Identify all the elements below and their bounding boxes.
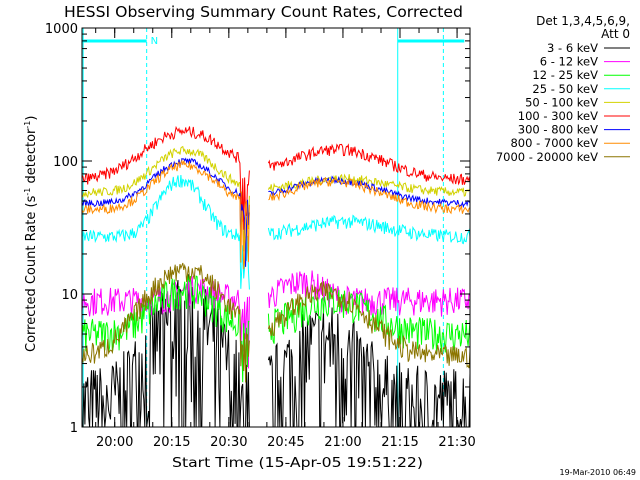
legend-label: 6 - 12 keV <box>540 55 598 69</box>
legend-header-2: Att 0 <box>601 27 630 41</box>
x-axis: 20:00 20:15 20:30 20:45 21:00 21:15 21:30 <box>95 28 476 450</box>
chart-title: HESSI Observing Summary Count Rates, Cor… <box>64 3 463 21</box>
legend-label: 800 - 7000 keV <box>510 136 598 150</box>
legend-label: 3 - 6 keV <box>547 41 598 55</box>
y-tick-label: 1 <box>70 421 78 436</box>
x-axis-label: Start Time (15-Apr-05 19:51:22) <box>172 456 423 471</box>
series-line-2 <box>82 274 470 383</box>
x-tick-label: 20:45 <box>267 435 304 450</box>
plot-frame <box>81 27 471 428</box>
series-line-8 <box>82 262 470 383</box>
legend-label: 7000 - 20000 keV <box>496 150 598 164</box>
y-axis-label-exp2: -1 <box>23 121 32 129</box>
series-line-4 <box>82 145 470 252</box>
legend-label: 50 - 100 keV <box>525 95 598 109</box>
x-tick-label: 21:15 <box>381 435 418 450</box>
x-tick-label: 20:30 <box>210 435 247 450</box>
y-axis-label-main: Corrected Count Rate (s <box>24 195 39 352</box>
y-axis: 1 10 100 1000 <box>45 22 470 436</box>
series-line-6 <box>82 157 470 267</box>
series-line-0 <box>82 274 470 427</box>
night-marker: N <box>151 36 158 47</box>
series-line-7 <box>82 159 470 270</box>
y-axis-label-exp1: -1 <box>23 188 32 196</box>
y-tick-label: 10 <box>61 288 78 303</box>
y-axis-label: Corrected Count Rate (s-1 detector-1) <box>23 116 39 352</box>
legend-label: 25 - 50 keV <box>532 82 598 96</box>
legend-header-1: Det 1,3,4,5,6,9, <box>536 14 630 28</box>
y-tick-label: 100 <box>53 155 78 170</box>
legend-label: 100 - 300 keV <box>518 109 598 123</box>
legend-label: 300 - 800 keV <box>518 123 598 137</box>
y-tick-label: 1000 <box>45 22 78 37</box>
x-tick-label: 20:00 <box>96 435 133 450</box>
y-axis-label-mid: detector <box>24 128 39 188</box>
x-tick-label: 20:15 <box>153 435 190 450</box>
series-line-5 <box>82 125 470 230</box>
plot-area: N <box>82 28 470 427</box>
legend-label: 12 - 25 keV <box>532 68 598 82</box>
footer-timestamp: 19-Mar-2010 06:49 <box>560 468 637 477</box>
y-axis-label-end: ) <box>24 116 39 121</box>
series-line-3 <box>82 175 470 290</box>
x-tick-label: 21:00 <box>324 435 361 450</box>
x-tick-label: 21:30 <box>438 435 475 450</box>
